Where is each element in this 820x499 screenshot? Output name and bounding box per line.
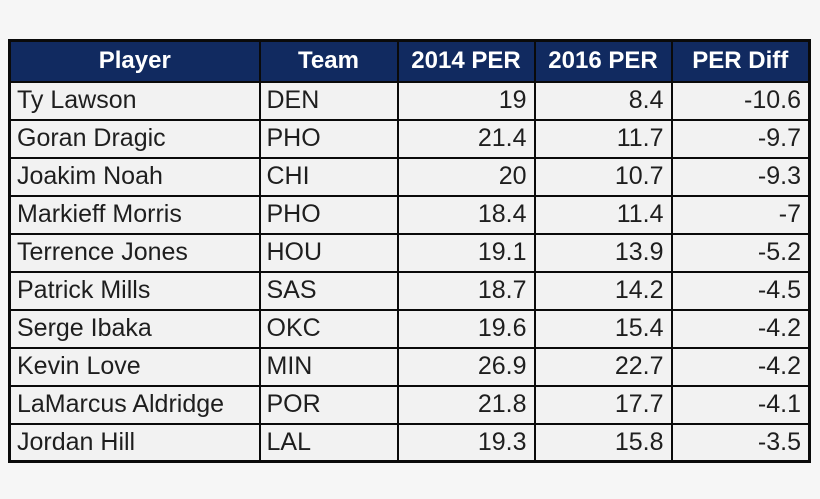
per-2014-cell: 19.1: [396, 232, 536, 273]
per-2016-cell: 15.4: [533, 308, 673, 349]
team-cell: MIN: [258, 346, 399, 387]
per-2014-cell: 18.7: [396, 270, 536, 311]
player-cell: Ty Lawson: [8, 80, 261, 121]
per-2014-cell: 18.4: [396, 194, 536, 235]
player-cell: LaMarcus Aldridge: [8, 384, 261, 425]
team-cell: HOU: [258, 232, 399, 273]
per-2014-cell: 19.6: [396, 308, 536, 349]
table-row: Jordan Hill LAL 19.3 15.8 -3.5: [8, 422, 811, 463]
table-row: Patrick Mills SAS 18.7 14.2 -4.5: [8, 270, 811, 311]
column-header-team: Team: [258, 39, 399, 83]
per-diff-cell: -10.6: [670, 80, 811, 121]
per-2014-cell: 19.3: [396, 422, 536, 463]
player-cell: Jordan Hill: [8, 422, 261, 463]
per-diff-cell: -4.5: [670, 270, 811, 311]
per-2016-cell: 10.7: [533, 156, 673, 197]
player-cell: Terrence Jones: [8, 232, 261, 273]
player-cell: Kevin Love: [8, 346, 261, 387]
column-header-2014-per: 2014 PER: [396, 39, 536, 83]
team-cell: PHO: [258, 118, 399, 159]
table-row: Terrence Jones HOU 19.1 13.9 -5.2: [8, 232, 811, 273]
team-cell: OKC: [258, 308, 399, 349]
per-diff-cell: -9.7: [670, 118, 811, 159]
per-2016-cell: 13.9: [533, 232, 673, 273]
team-cell: POR: [258, 384, 399, 425]
per-diff-cell: -4.1: [670, 384, 811, 425]
per-2016-cell: 14.2: [533, 270, 673, 311]
per-diff-cell: -3.5: [670, 422, 811, 463]
table-row: Markieff Morris PHO 18.4 11.4 -7: [8, 194, 811, 235]
table-row: LaMarcus Aldridge POR 21.8 17.7 -4.1: [8, 384, 811, 425]
team-cell: SAS: [258, 270, 399, 311]
per-2014-cell: 20: [396, 156, 536, 197]
player-per-table: Player Team 2014 PER 2016 PER PER Diff T…: [8, 39, 811, 463]
table-header-row: Player Team 2014 PER 2016 PER PER Diff: [8, 39, 811, 83]
team-cell: LAL: [258, 422, 399, 463]
per-2016-cell: 8.4: [533, 80, 673, 121]
column-header-2016-per: 2016 PER: [533, 39, 673, 83]
per-2014-cell: 26.9: [396, 346, 536, 387]
per-2016-cell: 17.7: [533, 384, 673, 425]
per-diff-cell: -4.2: [670, 308, 811, 349]
column-header-player: Player: [8, 39, 261, 83]
player-cell: Markieff Morris: [8, 194, 261, 235]
per-2014-cell: 19: [396, 80, 536, 121]
per-2016-cell: 11.4: [533, 194, 673, 235]
table-row: Goran Dragic PHO 21.4 11.7 -9.7: [8, 118, 811, 159]
per-2016-cell: 15.8: [533, 422, 673, 463]
per-diff-cell: -5.2: [670, 232, 811, 273]
column-header-per-diff: PER Diff: [670, 39, 811, 83]
per-diff-cell: -9.3: [670, 156, 811, 197]
per-diff-cell: -7: [670, 194, 811, 235]
per-2016-cell: 22.7: [533, 346, 673, 387]
per-2014-cell: 21.4: [396, 118, 536, 159]
team-cell: CHI: [258, 156, 399, 197]
per-2014-cell: 21.8: [396, 384, 536, 425]
player-cell: Goran Dragic: [8, 118, 261, 159]
per-diff-cell: -4.2: [670, 346, 811, 387]
player-cell: Patrick Mills: [8, 270, 261, 311]
table-row: Joakim Noah CHI 20 10.7 -9.3: [8, 156, 811, 197]
per-2016-cell: 11.7: [533, 118, 673, 159]
table-row: Serge Ibaka OKC 19.6 15.4 -4.2: [8, 308, 811, 349]
player-cell: Joakim Noah: [8, 156, 261, 197]
table-row: Ty Lawson DEN 19 8.4 -10.6: [8, 80, 811, 121]
team-cell: DEN: [258, 80, 399, 121]
table-row: Kevin Love MIN 26.9 22.7 -4.2: [8, 346, 811, 387]
team-cell: PHO: [258, 194, 399, 235]
player-cell: Serge Ibaka: [8, 308, 261, 349]
